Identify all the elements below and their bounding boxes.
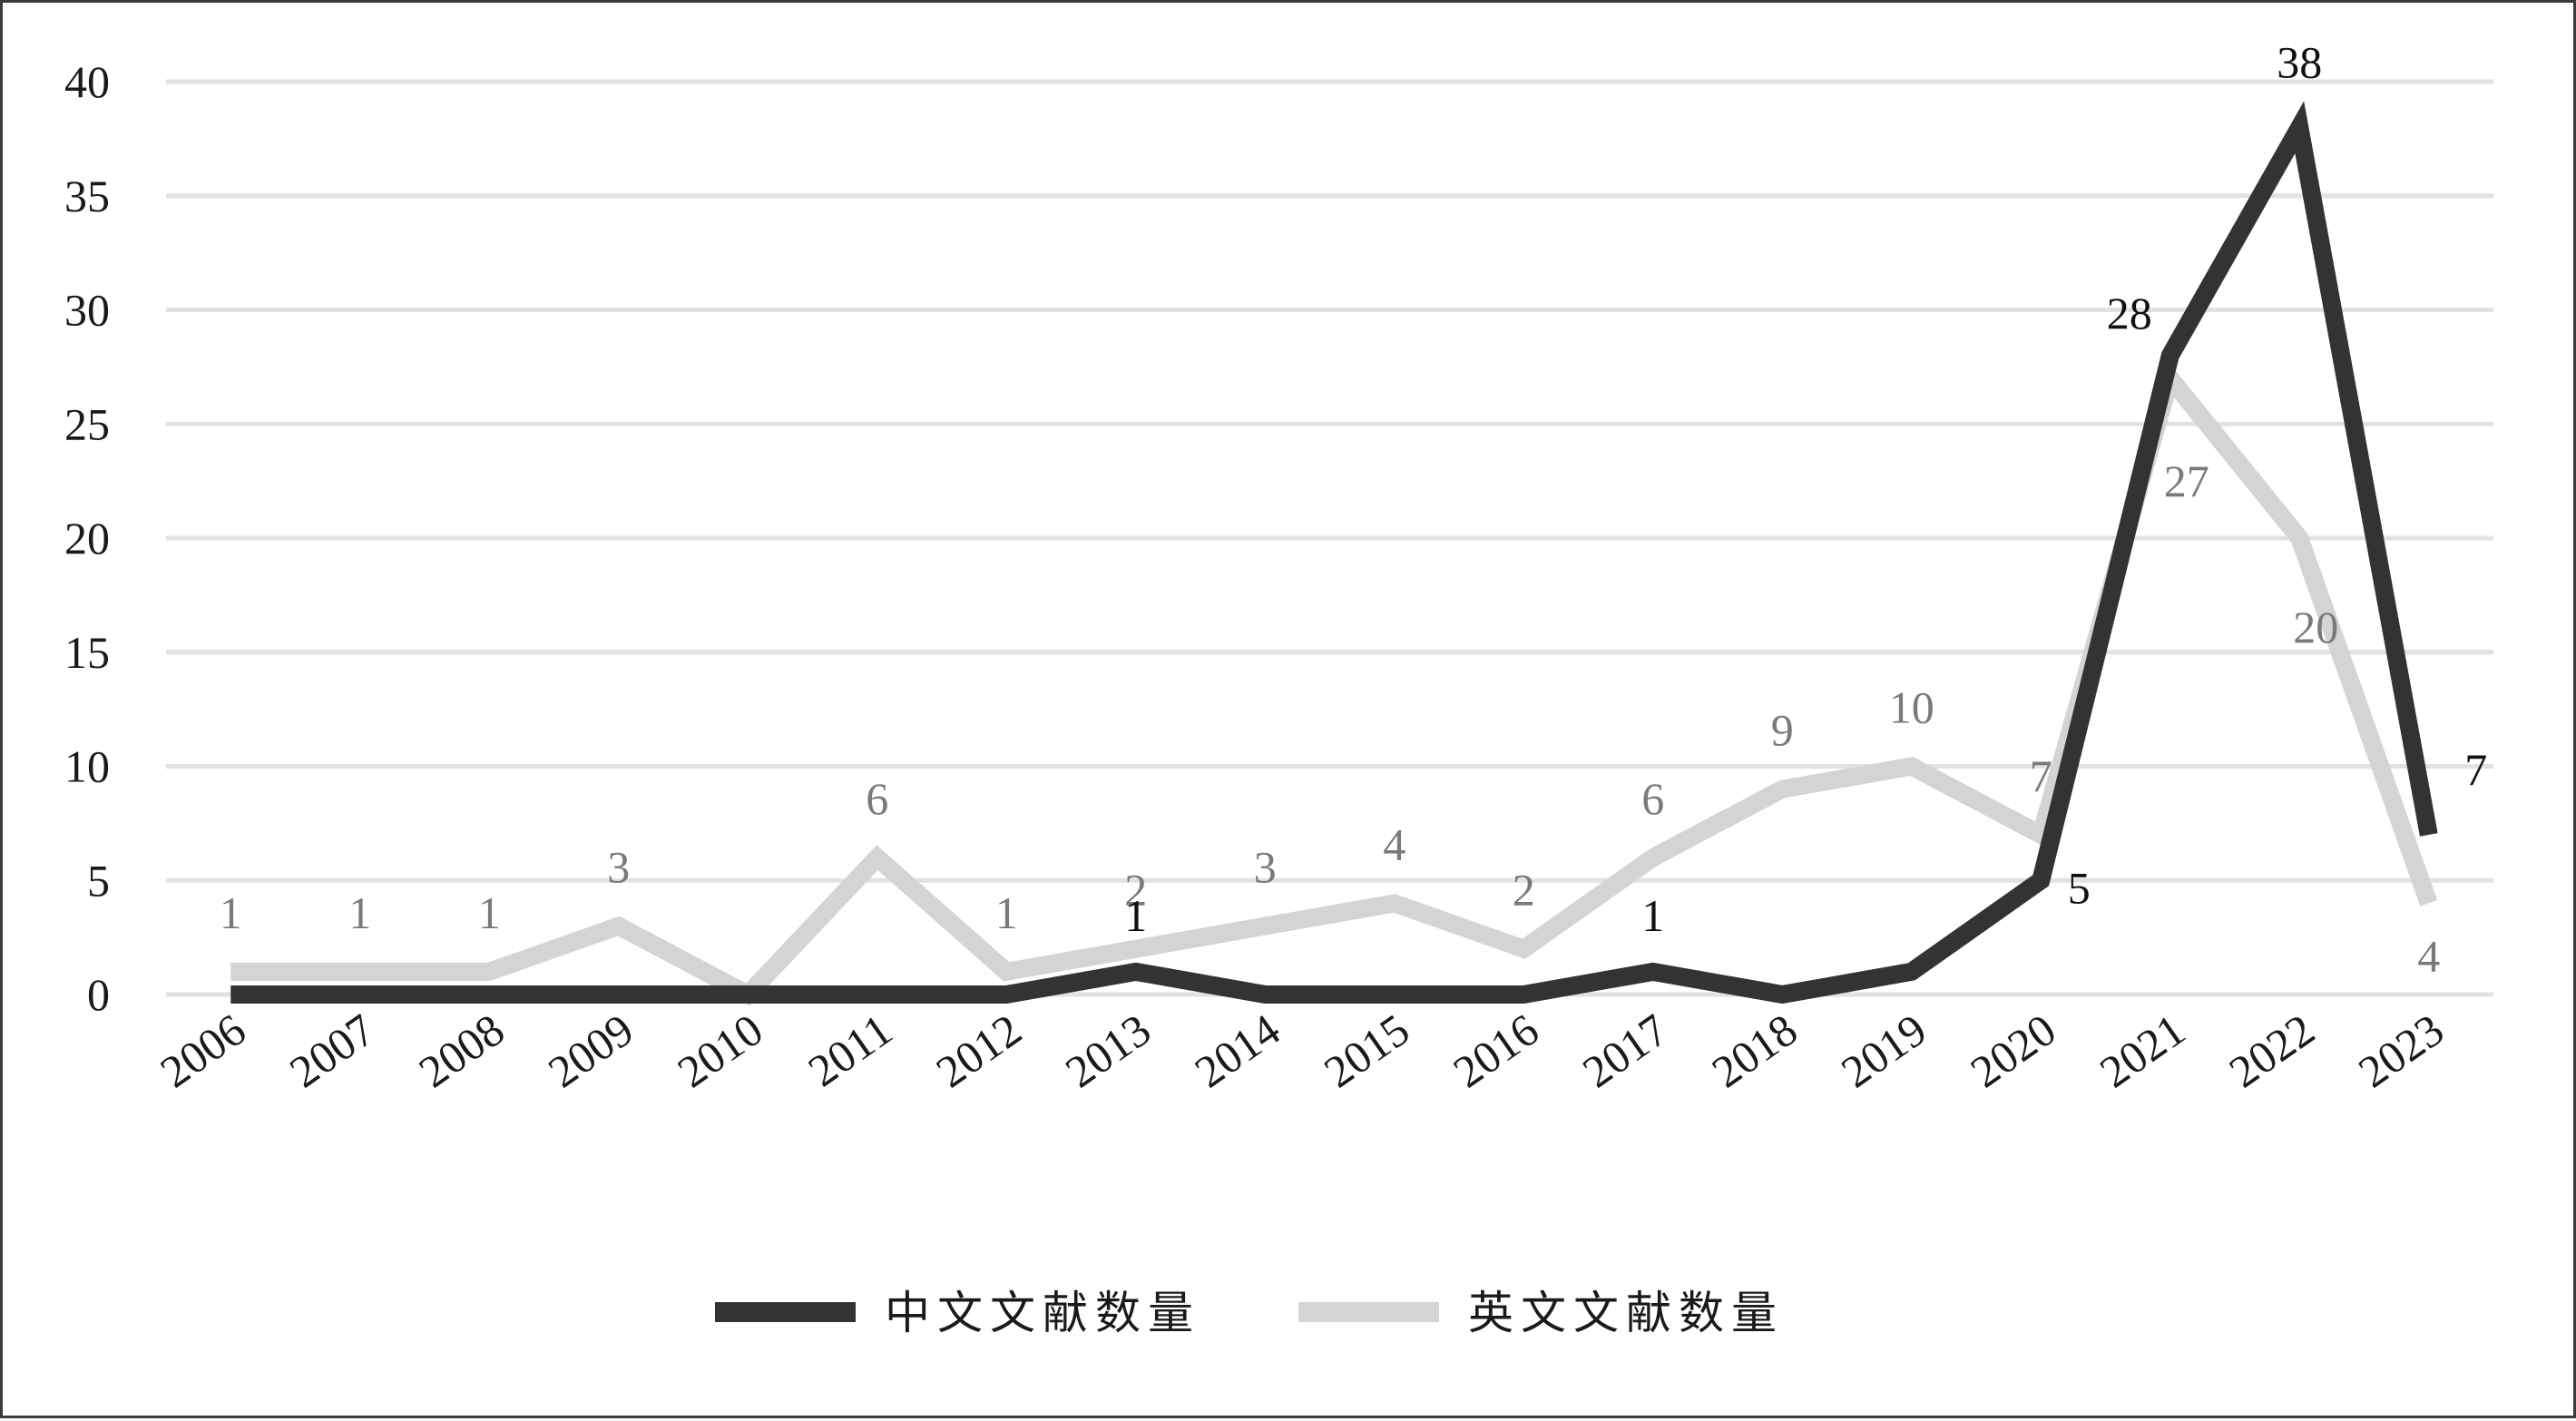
data-label-english: 1 [995, 887, 1018, 938]
data-label-english: 6 [1641, 773, 1664, 824]
data-label-english: 4 [1383, 818, 1406, 869]
series-lines [230, 101, 2438, 1006]
x-tick-label: 2014 [1186, 1004, 1289, 1097]
data-label-english: 10 [1889, 682, 1934, 733]
data-label-english: 6 [866, 773, 888, 824]
legend-label-series-1: 中文文献数量 [885, 1287, 1200, 1339]
x-tick-label: 2016 [1445, 1004, 1548, 1097]
x-tick-label: 2021 [2091, 1004, 2194, 1097]
data-label-chinese: 28 [2107, 288, 2152, 338]
series-line-english [230, 358, 2438, 1006]
data-label-chinese: 7 [2464, 744, 2487, 795]
legend-label-series-2: 英文文献数量 [1468, 1287, 1784, 1339]
x-tick-label: 2017 [1573, 1004, 1677, 1097]
data-label-chinese: 1 [1641, 890, 1664, 941]
data-label-english: 4 [2417, 930, 2440, 981]
y-tick-label: 10 [64, 741, 110, 792]
data-label-english: 20 [2293, 602, 2338, 652]
x-tick-label: 2015 [1315, 1004, 1418, 1097]
y-tick-label: 35 [64, 171, 110, 221]
legend: 中文文献数量 英文文献数量 [715, 1287, 1784, 1339]
y-tick-label: 15 [64, 627, 110, 678]
data-label-english: 1 [478, 887, 501, 938]
data-label-english: 7 [2030, 750, 2052, 801]
data-label-english: 27 [2164, 456, 2209, 506]
x-tick-label: 2022 [2220, 1004, 2324, 1097]
x-tick-label: 2009 [539, 1004, 642, 1097]
data-label-english: 3 [1254, 842, 1277, 893]
series-line-chinese [230, 101, 2438, 1004]
data-label-english: 1 [348, 887, 371, 938]
data-label-english: 1 [220, 887, 242, 938]
x-tick-label: 2013 [1056, 1004, 1160, 1097]
x-tick-label: 2008 [410, 1004, 514, 1097]
y-tick-label: 20 [64, 513, 110, 564]
data-label-english: 2 [1124, 865, 1147, 916]
y-tick-label: 30 [64, 285, 110, 336]
x-tick-label: 2010 [669, 1004, 772, 1097]
data-label-english: 2 [1513, 865, 1535, 916]
x-tick-label: 2012 [927, 1004, 1031, 1097]
data-label-chinese: 1 [1124, 890, 1147, 941]
grid-lines [166, 79, 2493, 997]
x-tick-label: 2019 [1832, 1004, 1935, 1097]
y-tick-label: 25 [64, 398, 110, 449]
y-tick-label: 0 [87, 969, 110, 1020]
data-label-chinese: 5 [2068, 862, 2091, 913]
x-tick-label: 2007 [280, 1004, 384, 1097]
x-tick-label: 2023 [2349, 1004, 2453, 1097]
data-label-chinese: 38 [2277, 36, 2322, 87]
x-tick-label: 2020 [1962, 1004, 2065, 1097]
y-tick-label: 5 [87, 855, 110, 906]
y-tick-label: 40 [64, 56, 110, 107]
y-axis: 0 5 10 15 20 25 30 35 40 [64, 56, 110, 1020]
data-label-english: 3 [607, 842, 630, 893]
x-tick-label: 2011 [799, 1004, 902, 1096]
data-label-english: 9 [1771, 705, 1794, 756]
x-tick-label: 2006 [152, 1004, 255, 1097]
x-axis: 2006 2007 2008 2009 2010 2011 2012 2013 2014 2015… [152, 1004, 2454, 1097]
x-tick-label: 2018 [1703, 1004, 1807, 1097]
